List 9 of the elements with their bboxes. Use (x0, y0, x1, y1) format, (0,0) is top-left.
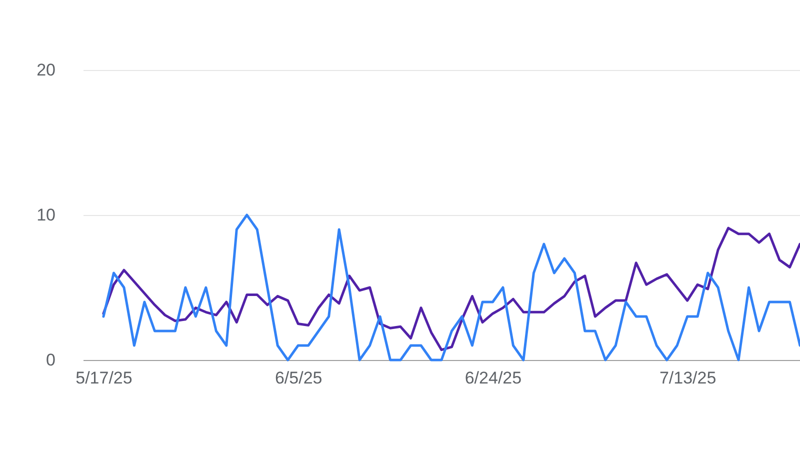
x-tick-label: 6/5/25 (274, 368, 322, 388)
x-tick-label: 7/13/25 (659, 368, 716, 388)
line-series (102, 226, 800, 352)
y-tick-label: 20 (36, 60, 56, 80)
y-tick-label: 0 (46, 350, 56, 370)
x-tick-label: 6/24/25 (464, 368, 522, 388)
x-tick-label: 5/17/25 (76, 368, 132, 388)
line-series (102, 214, 800, 362)
y-tick-label: 10 (36, 206, 56, 224)
